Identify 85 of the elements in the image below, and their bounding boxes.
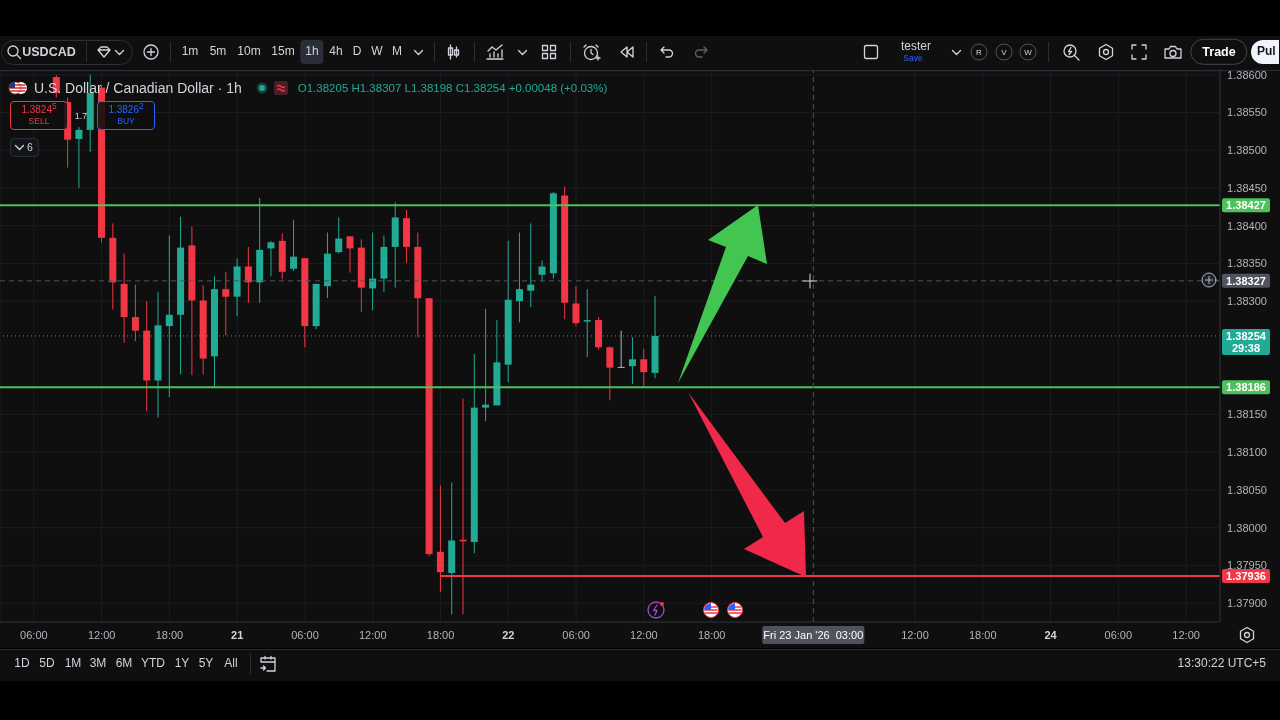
- annotation: 1.3824$^{5}$: [21, 101, 57, 116]
- text: 3M: [89, 656, 107, 671]
- text: 6M: [115, 656, 133, 671]
- x-tick-label: 06:00: [562, 628, 590, 641]
- candlestick: [267, 240, 275, 277]
- ref-line-label: 1.38186: [1226, 381, 1266, 394]
- text: 1Y: [174, 656, 190, 671]
- candlestick: [335, 216, 343, 255]
- annotation: 1.3826$^{2}$: [108, 101, 144, 116]
- ref-line-label: 1.38327: [1226, 274, 1266, 287]
- x-tick-label: 18:00: [155, 628, 184, 641]
- annotation: BUY: [117, 116, 135, 127]
- text: V: [995, 43, 1013, 61]
- x-tick-label: 12:00: [630, 628, 658, 641]
- candlestick: [346, 235, 354, 274]
- candlestick: [527, 222, 535, 308]
- text: YTD: [141, 656, 165, 671]
- y-tick-label: 1.38300: [1227, 295, 1267, 308]
- x-tick-label: 18:00: [697, 628, 726, 641]
- text: tester: [900, 39, 932, 54]
- x-tick-label: 18:00: [969, 628, 997, 641]
- text: 1M: [64, 656, 82, 671]
- x-tick-label: 18:00: [426, 628, 455, 641]
- text: Trade: [1190, 38, 1248, 66]
- candlestick: [290, 219, 298, 272]
- annotation: SELL: [28, 116, 50, 127]
- text: 4h: [329, 44, 343, 59]
- x-tick-label: 21: [231, 628, 244, 641]
- y-tick-label: 1.38050: [1227, 483, 1267, 496]
- candlestick: [538, 259, 546, 283]
- annotation: 1.7: [74, 110, 88, 122]
- x-tick-label: 12:00: [1172, 628, 1200, 641]
- text: D: [352, 44, 362, 59]
- annotation: 6: [27, 140, 33, 154]
- ref-line-label: Fri 23 Jan '26 03:00: [763, 628, 864, 641]
- candlestick: [628, 336, 636, 385]
- text: R: [970, 43, 988, 61]
- candlestick: [640, 348, 648, 389]
- candlestick: [75, 126, 83, 189]
- x-tick-label: 12:00: [359, 628, 387, 641]
- text: Save: [903, 53, 923, 64]
- y-tick-label: 1.38600: [1227, 68, 1267, 81]
- y-tick-label: 1.37900: [1227, 596, 1267, 609]
- ref-line-label: 1.38254 29:38: [1226, 329, 1267, 354]
- text: 15m: [271, 44, 295, 59]
- text: W: [371, 44, 383, 59]
- text: 10m: [237, 44, 261, 59]
- text: All: [224, 656, 238, 671]
- candlestick: [244, 246, 252, 304]
- candlestick: [572, 285, 580, 327]
- data-label: 1.37936: [1226, 569, 1266, 582]
- x-tick-label: 06:00: [1104, 628, 1133, 641]
- candlestick: [617, 330, 625, 369]
- candlestick: [222, 271, 230, 336]
- y-tick-label: 1.37950: [1227, 559, 1267, 572]
- candlestick: [515, 232, 523, 323]
- candlestick: [131, 284, 139, 342]
- text: 5Y: [198, 656, 214, 671]
- x-tick-label: 06:00: [291, 628, 319, 641]
- text: 1D: [14, 656, 30, 671]
- y-tick-label: 1.38450: [1227, 181, 1267, 194]
- x-tick-label: 12:00: [87, 628, 116, 641]
- y-tick-label: 1.38550: [1227, 106, 1267, 119]
- ref-line-label: 1.38427: [1226, 199, 1266, 212]
- text: M: [392, 44, 402, 59]
- text: 13:30:22 UTC+5: [1177, 656, 1266, 671]
- y-tick-label: 1.38000: [1227, 521, 1267, 534]
- x-tick-label: 24: [1044, 628, 1058, 641]
- text: Pul: [1251, 40, 1279, 64]
- x-tick-label: 12:00: [901, 628, 929, 641]
- text: 1m: [181, 44, 199, 59]
- x-tick-label: 22: [502, 628, 515, 641]
- text: W: [1019, 43, 1037, 61]
- y-tick-label: 1.38100: [1227, 446, 1267, 459]
- y-tick-label: 1.38350: [1227, 257, 1267, 270]
- text: 5m: [209, 44, 227, 59]
- text: USDCAD: [22, 44, 76, 60]
- text: 5D: [39, 656, 55, 671]
- text: 1h: [300, 40, 324, 64]
- candlestick: [606, 346, 614, 401]
- y-tick-label: 1.38500: [1227, 144, 1267, 157]
- text: O1.38205 H1.38307 L1.38198 C1.38254 +0.00048 (+0.03%): [297, 82, 608, 94]
- y-tick-label: 1.38150: [1227, 408, 1267, 421]
- y-tick-label: 1.38400: [1227, 219, 1267, 232]
- x-tick-label: 06:00: [20, 628, 48, 641]
